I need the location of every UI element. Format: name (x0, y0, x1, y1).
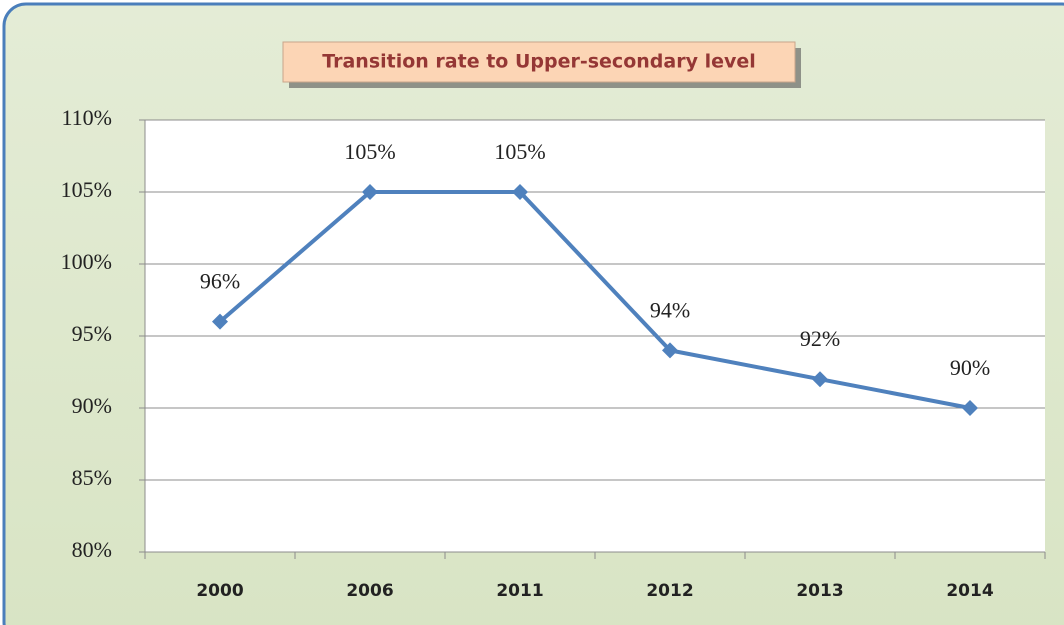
marker (362, 184, 378, 200)
y-tick-label: 90% (72, 393, 112, 418)
marker (812, 371, 828, 388)
x-tick-label: 2000 (196, 581, 243, 601)
x-tick-label: 2006 (346, 581, 393, 601)
line (218, 190, 971, 410)
data-label: 90% (950, 355, 990, 380)
data-label: 94% (650, 297, 690, 322)
x-tick-label: 2014 (946, 581, 993, 601)
marker (512, 184, 528, 200)
y-tick-label: 95% (72, 321, 112, 346)
y-tick-label: 110% (61, 105, 112, 130)
x-tick-label: 2012 (646, 581, 693, 601)
y-tick-label: 80% (72, 537, 112, 562)
marker (212, 313, 228, 330)
data-label: 105% (494, 139, 545, 164)
marker (662, 342, 678, 359)
y-tick-label: 100% (61, 249, 112, 274)
y-tick-label: 85% (72, 465, 112, 490)
x-tick-label: 2013 (796, 581, 843, 601)
y-tick-label: 105% (61, 177, 112, 202)
data-label: 105% (344, 139, 395, 164)
title-box (282, 41, 796, 83)
chart-title: Transition rate to Upper-secondary level (322, 51, 756, 73)
data-label: 92% (800, 326, 840, 351)
data-label: 96% (200, 269, 240, 294)
marker (962, 400, 978, 416)
x-tick-label: 2011 (496, 581, 543, 601)
